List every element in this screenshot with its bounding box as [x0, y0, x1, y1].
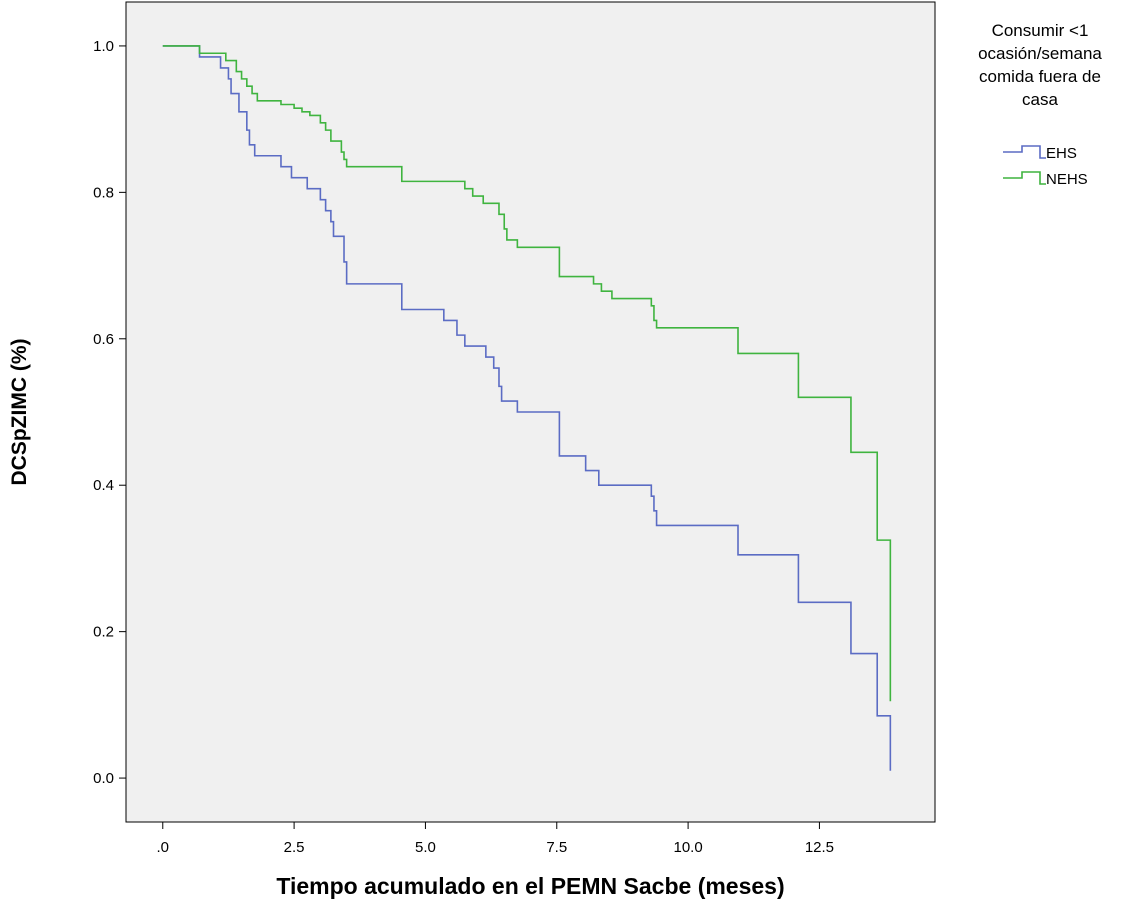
x-tick-label: 2.5	[284, 839, 305, 856]
y-tick-label: 0.0	[93, 770, 114, 787]
series-lines	[162, 45, 892, 771]
series-line-ehs	[162, 45, 892, 771]
y-tick-label: 0.4	[93, 477, 114, 494]
legend-swatch-nehs	[1003, 171, 1046, 185]
x-axis-title: Tiempo acumulado en el PEMN Sacbe (meses…	[276, 873, 784, 899]
x-tick-label: 7.5	[546, 839, 567, 856]
series-line-nehs	[162, 45, 892, 702]
y-tick-label: 1.0	[93, 38, 114, 55]
x-tick-label: 10.0	[673, 839, 702, 856]
axis-ticks: 0.0 0.2 0.4 0.6 0.8 1.0 .0 2.5 5.0 7.5 10.0 12.5	[93, 38, 834, 856]
x-tick-label: 5.0	[415, 839, 436, 856]
legend-title-line: comida fuera de	[979, 67, 1101, 86]
y-tick-label: 0.8	[93, 184, 114, 201]
x-tick-label: 12.5	[805, 839, 834, 856]
legend-label-ehs: EHS	[1046, 145, 1077, 162]
legend-title-line: ocasión/semana	[978, 44, 1102, 63]
legend-title-line: casa	[1022, 90, 1058, 109]
legend-title-line: Consumir <1	[992, 21, 1089, 40]
legend-label-nehs: NEHS	[1046, 171, 1088, 188]
x-tick-label: .0	[157, 839, 170, 856]
y-tick-label: 0.2	[93, 624, 114, 641]
y-axis-title: DCSpZIMC (%)	[8, 339, 31, 486]
legend-swatch-ehs	[1003, 145, 1046, 159]
legend: Consumir <1 ocasión/semana comida fuera de…	[978, 21, 1102, 188]
y-tick-label: 0.6	[93, 331, 114, 348]
